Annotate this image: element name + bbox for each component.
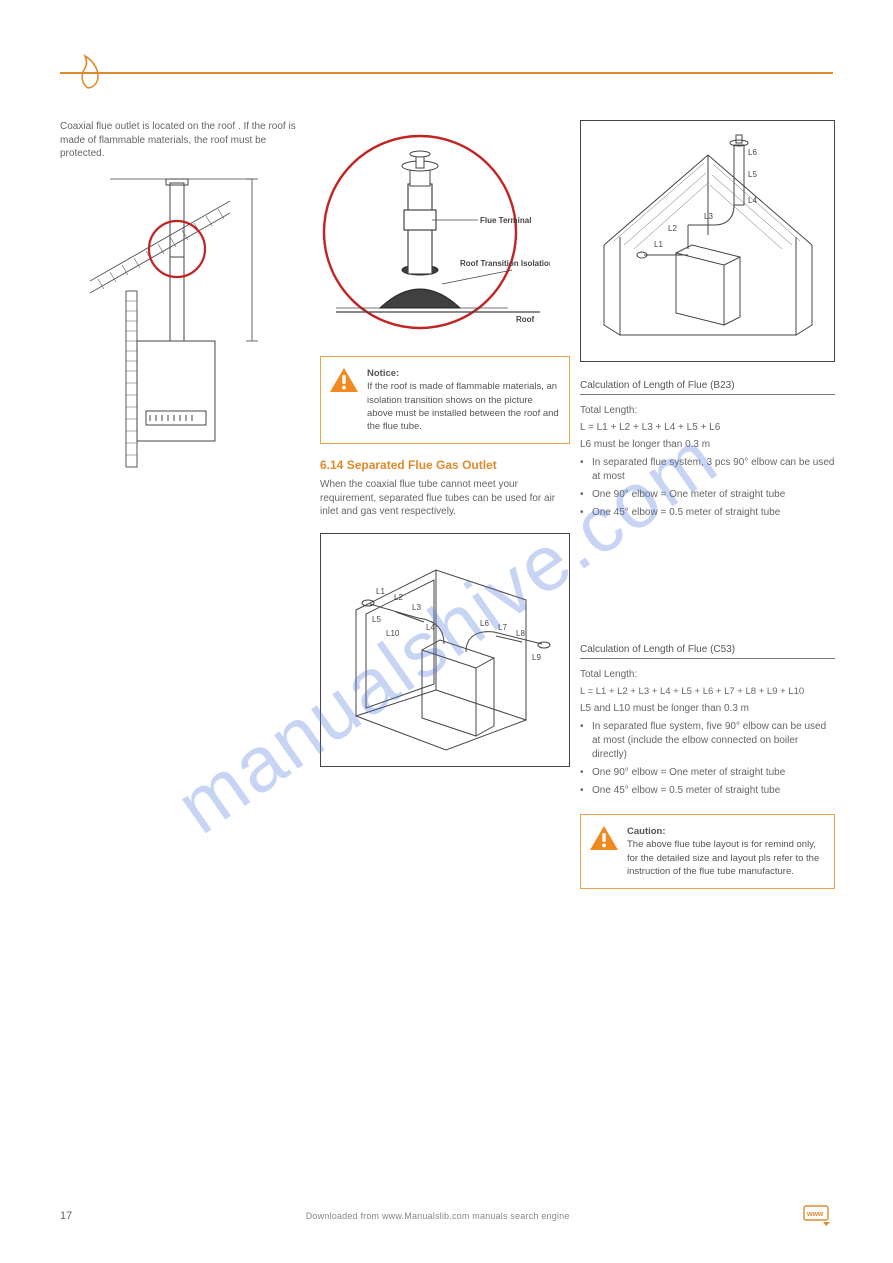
label-roof: Roof [516,315,535,324]
figure-roof-detail: Flue Terminal Roof Transition Isolation … [320,120,570,350]
svg-text:L9: L9 [532,653,541,662]
calc1-total-formula: L = L1 + L2 + L3 + L4 + L5 + L6 [580,422,835,433]
calc1-heading: Calculation of Length of Flue (B23) [580,380,835,391]
column-2: Flue Terminal Roof Transition Isolation … [320,120,570,767]
caution-title: Caution: [627,826,666,837]
calc2-condition: L5 and L10 must be longer than 0.3 m [580,703,835,714]
figure-vertical-flue [60,171,310,471]
calc1-bullet-2: One 45° elbow = 0.5 meter of straight tu… [592,506,780,520]
footer-center-text: Downloaded from www.Manualslib.com manua… [306,1211,570,1221]
label-flue-terminal: Flue Terminal [480,216,531,225]
svg-text:L2: L2 [668,224,677,233]
warning-triangle-icon [589,825,619,851]
calc1-total-label: Total Length: [580,405,637,416]
page-number: 17 [60,1210,72,1222]
svg-text:L6: L6 [480,619,489,628]
svg-text:L4: L4 [426,623,435,632]
svg-text:L3: L3 [704,212,713,221]
calc2-heading: Calculation of Length of Flue (C53) [580,644,835,655]
intro-paragraph: Coaxial flue outlet is located on the ro… [60,120,310,161]
svg-text:L1: L1 [654,240,663,249]
figure-separated-flue: L1 L2 L3 L4 L5 L6 L7 L8 L9 L10 [320,533,570,767]
calc2-bullet-1: One 90° elbow = One meter of straight tu… [592,766,785,780]
vertical-flue-diagram [80,171,290,471]
caution-callout: Caution: The above flue tube layout is f… [580,814,835,889]
svg-text:L5: L5 [748,170,757,179]
section-heading: 6.14 Separated Flue Gas Outlet [320,458,570,472]
svg-text:L7: L7 [498,623,507,632]
calc1-condition: L6 must be longer than 0.3 m [580,439,835,450]
svg-text:L10: L10 [386,629,400,638]
warning-triangle-icon [329,367,359,393]
roof-detail-diagram: Flue Terminal Roof Transition Isolation … [320,120,550,344]
page-footer: 17 Downloaded from www.Manualslib.com ma… [60,1205,833,1227]
svg-text:L4: L4 [748,196,757,205]
svg-text:www: www [806,1211,824,1218]
header-rule [60,72,833,74]
svg-text:L3: L3 [412,603,421,612]
figure-house: L1 L2 L3 L4 L5 L6 [580,120,835,362]
house-flue-diagram: L1 L2 L3 L4 L5 L6 [584,125,831,357]
highlight-circle [149,221,205,277]
label-roof-isolation: Roof Transition Isolation [460,259,550,268]
column-1: Coaxial flue outlet is located on the ro… [60,120,310,471]
calc1-bullet-0: In separated flue system, 3 pcs 90° elbo… [592,456,835,484]
calc1-bullet-1: One 90° elbow = One meter of straight tu… [592,488,785,502]
notice-body: If the roof is made of flammable materia… [367,380,559,433]
separated-intro: When the coaxial flue tube cannot meet y… [320,478,570,519]
column-3: L1 L2 L3 L4 L5 L6 Calculation of Length … [580,120,835,889]
www-icon[interactable]: www [803,1205,833,1227]
svg-text:L1: L1 [376,587,385,596]
calc2-bullet-0: In separated flue system, five 90° elbow… [592,720,835,762]
svg-text:L6: L6 [748,148,757,157]
calc2-bullet-2: One 45° elbow = 0.5 meter of straight tu… [592,784,780,798]
notice-title: Notice: [367,368,399,379]
caution-body: The above flue tube layout is for remind… [627,838,824,878]
separated-flue-diagram: L1 L2 L3 L4 L5 L6 L7 L8 L9 L10 [326,540,564,760]
svg-text:L8: L8 [516,629,525,638]
notice-callout: Notice: If the roof is made of flammable… [320,356,570,444]
calc2-total-formula: L = L1 + L2 + L3 + L4 + L5 + L6 + L7 + L… [580,686,835,697]
calc2-total-label: Total Length: [580,669,637,680]
svg-text:L5: L5 [372,615,381,624]
svg-text:L2: L2 [394,593,403,602]
